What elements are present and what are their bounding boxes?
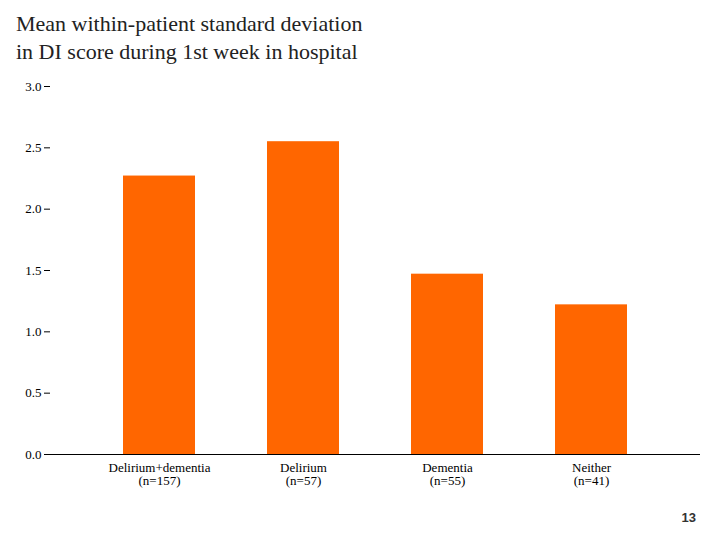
svg-text:1.0: 1.0: [25, 324, 41, 339]
svg-text:Dementia(n=55): Dementia(n=55): [422, 460, 473, 488]
svg-text:Delirium(n=57): Delirium(n=57): [280, 460, 327, 488]
svg-text:2.5: 2.5: [25, 140, 41, 155]
svg-text:Delirium+dementia(n=157): Delirium+dementia(n=157): [109, 460, 211, 488]
html-text:Mean within-patient standard d: Mean within-patient standard deviation i…: [16, 11, 363, 64]
svg-text:0.5: 0.5: [25, 385, 41, 400]
html-text:13: 13: [681, 510, 696, 525]
svg-text:3.0: 3.0: [25, 79, 41, 94]
svg-text:0.0: 0.0: [25, 447, 41, 462]
svg-text:Neither(n=41): Neither(n=41): [572, 460, 612, 488]
svg-text:1.5: 1.5: [25, 263, 41, 278]
svg-text:2.0: 2.0: [25, 201, 41, 216]
